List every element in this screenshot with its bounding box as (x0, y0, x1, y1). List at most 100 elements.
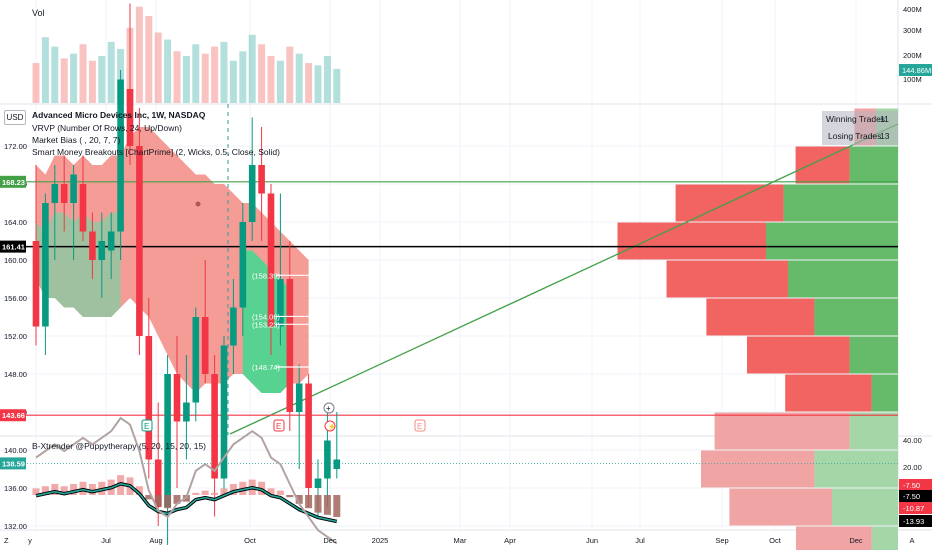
volume-bar (164, 39, 172, 103)
oscillator-axis-tick: 40.00 (903, 436, 922, 445)
price-axis-tick: 136.00 (4, 484, 27, 493)
candle-body (164, 374, 171, 507)
oscillator-bar (295, 495, 303, 504)
volume-bar (182, 56, 190, 103)
breakout-level-label: (153.23) (252, 320, 280, 329)
volume-bar (295, 53, 303, 103)
market-bias-area (36, 127, 309, 393)
volume-bar (98, 56, 106, 103)
candle-body (154, 459, 162, 507)
candle-body (295, 383, 303, 412)
candle-body (248, 165, 256, 222)
volume-profile-up (788, 260, 898, 298)
volume-profile-down (714, 412, 850, 450)
volume-bar (192, 44, 200, 103)
price-axis-tick: 132.00 (4, 522, 27, 531)
smart-money-legend[interactable]: Smart Money Breakouts [ChartPrime] (2, W… (32, 147, 280, 157)
volume-bar (70, 53, 78, 103)
oscillator-badge-value: -13.93 (903, 517, 924, 526)
time-axis-label: Dec (849, 536, 863, 545)
candle-body (314, 478, 322, 488)
candle-body (32, 241, 40, 327)
volume-bar (258, 44, 266, 103)
oscillator-legend[interactable]: B-Xtrender @Puppytherapy (5, 20, 15, 20,… (32, 441, 207, 451)
oscillator-badge (899, 479, 932, 491)
volume-bar (239, 51, 247, 103)
volume-profile-up (871, 526, 898, 555)
candle-body (220, 345, 228, 479)
time-axis-label: A (909, 536, 914, 545)
market-bias-legend[interactable]: Market Bias ( , 20, 7, 7) (32, 135, 121, 145)
axes: 400M300M200M100M144.86M172.00168.00164.0… (0, 5, 932, 545)
oscillator-slow-line (35, 416, 338, 545)
time-axis-label: Oct (769, 536, 782, 545)
time-axis-label: Apr (504, 536, 516, 545)
signal-dot (195, 201, 201, 207)
timezone-label: Z (4, 536, 9, 545)
lightning-icon-glyph: ⚡ (328, 422, 337, 431)
volume-bar (286, 46, 294, 103)
breakout-level-label: (158.39) (252, 271, 280, 280)
vrvp-legend[interactable]: VRVP (Number Of Rows, 24, Up/Down) (32, 123, 182, 133)
oscillator-bar (305, 495, 313, 509)
market-bias-bull-area (36, 212, 121, 317)
currency-button[interactable]: USD (4, 110, 26, 125)
volume-bar (88, 60, 96, 103)
volume-bar (173, 51, 181, 103)
oscillator-bar (276, 490, 284, 495)
volume-bar (305, 63, 313, 103)
stats-box (822, 111, 898, 145)
price-axis-tick: 156.00 (4, 294, 27, 303)
lightning-icon (324, 420, 336, 432)
earnings-marker-label: E (417, 422, 422, 431)
candle-body (192, 317, 200, 403)
volume-profile-up (766, 222, 898, 260)
volume-current-badge (899, 64, 932, 76)
candle-body (98, 241, 106, 260)
plus-icon (323, 402, 335, 414)
volume-bar (333, 68, 341, 103)
price-badge (0, 240, 26, 253)
volume-profile-down (666, 260, 788, 298)
volume-bars (32, 6, 341, 104)
price-axis-tick: 152.00 (4, 332, 27, 341)
volume-bar (201, 53, 209, 103)
oscillator-badge (899, 502, 932, 514)
oscillator-badge-value: -10.87 (903, 504, 924, 513)
price-badge (0, 409, 26, 422)
volume-profile-down (729, 488, 832, 526)
volume-bar (211, 46, 219, 103)
time-axis-label: Sep (715, 536, 728, 545)
earnings-marker-label: E (144, 422, 149, 431)
oscillator-badge-value: -7.50 (903, 492, 920, 501)
candle-body (51, 184, 59, 203)
volume-bar (79, 44, 87, 103)
volume-bar (276, 60, 284, 103)
oscillator-bar (286, 495, 294, 498)
time-axis-label: Jun (586, 536, 598, 545)
time-axis-label: Aug (149, 536, 162, 545)
volume-profile (617, 108, 898, 555)
price-axis-tick: 172.00 (4, 142, 27, 151)
volume-bar (107, 41, 115, 103)
candle-body (305, 383, 312, 488)
oscillator-bar (267, 488, 275, 495)
price-axis-tick: 148.00 (4, 370, 27, 379)
volume-bar (323, 56, 331, 103)
time-axis-label: Mar (454, 536, 467, 545)
candle-body (60, 184, 68, 203)
oscillator-pane (32, 416, 341, 545)
price-axis-tick: 164.00 (4, 218, 27, 227)
oscillator-bar (88, 484, 96, 495)
volume-current-value: 144.86M (902, 66, 931, 75)
volume-axis-tick: 100M (903, 75, 922, 84)
breakout-level-label: (148.74) (252, 363, 280, 372)
oscillator-axis-tick: 20.00 (903, 463, 922, 472)
volume-profile-down (747, 336, 850, 374)
volume-profile-up (814, 450, 898, 488)
candle-body (230, 307, 237, 346)
candle-body (173, 374, 181, 422)
candle-body (70, 174, 77, 203)
candle-body (277, 279, 284, 327)
